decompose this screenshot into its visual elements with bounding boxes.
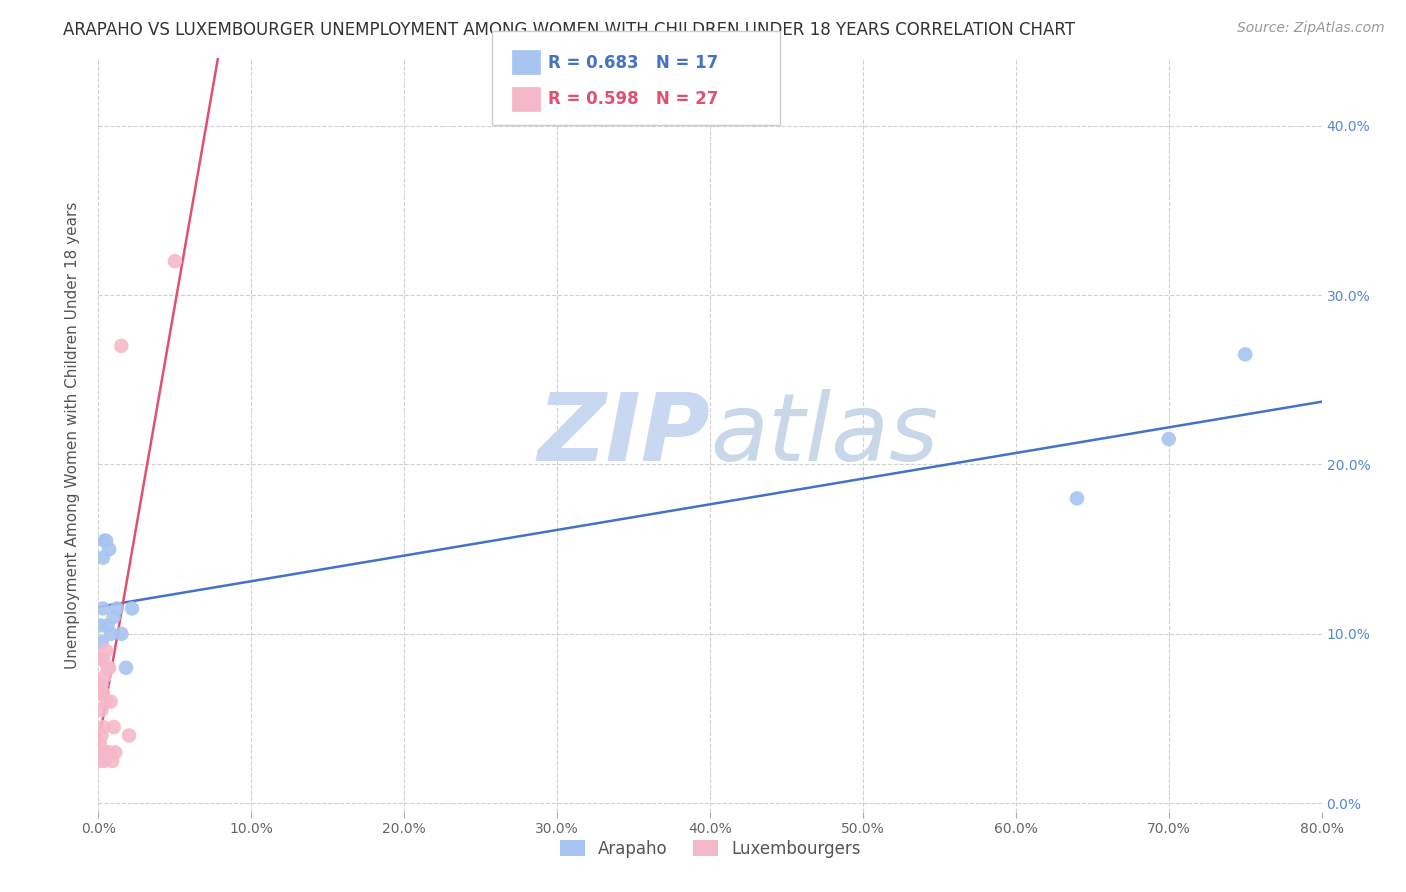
Point [93,754,115,768]
Point [98,746,121,760]
Point [103,610,125,624]
Point [91,686,114,700]
Point [163,254,186,268]
Point [110,339,132,353]
Point [93,669,115,683]
Point [89,618,111,632]
Point [90,703,112,717]
Text: ZIP: ZIP [537,389,710,481]
Point [110,627,132,641]
Legend: Arapaho, Luxembourgers: Arapaho, Luxembourgers [560,839,860,857]
Point [1157,432,1180,446]
Point [94,746,117,760]
Point [94,644,117,658]
Point [97,618,120,632]
Text: R = 0.683   N = 17: R = 0.683 N = 17 [548,54,718,71]
Y-axis label: Unemployment Among Women with Children Under 18 years: Unemployment Among Women with Children U… [65,202,80,668]
Point [91,720,114,734]
Point [90,678,112,692]
Point [103,720,125,734]
Point [97,661,120,675]
Point [98,661,121,675]
Point [90,678,112,692]
Point [118,729,141,743]
Point [105,601,128,615]
Point [94,533,117,548]
Text: R = 0.598   N = 27: R = 0.598 N = 27 [548,90,718,108]
Point [1066,491,1088,506]
Point [104,746,127,760]
Text: Source: ZipAtlas.com: Source: ZipAtlas.com [1237,21,1385,35]
Point [121,601,143,615]
Point [89,737,111,751]
Point [91,601,114,615]
Point [100,695,122,709]
Point [91,652,114,666]
Text: atlas: atlas [710,389,938,481]
Point [89,754,111,768]
Point [94,695,117,709]
Point [90,729,112,743]
Point [101,754,124,768]
Point [91,550,114,565]
Point [90,652,112,666]
Point [98,542,121,557]
Point [89,686,111,700]
Point [115,661,138,675]
Text: ARAPAHO VS LUXEMBOURGER UNEMPLOYMENT AMONG WOMEN WITH CHILDREN UNDER 18 YEARS CO: ARAPAHO VS LUXEMBOURGER UNEMPLOYMENT AMO… [63,21,1076,38]
Point [1234,347,1257,361]
Point [90,635,112,649]
Point [91,746,114,760]
Point [100,627,122,641]
Point [93,533,115,548]
